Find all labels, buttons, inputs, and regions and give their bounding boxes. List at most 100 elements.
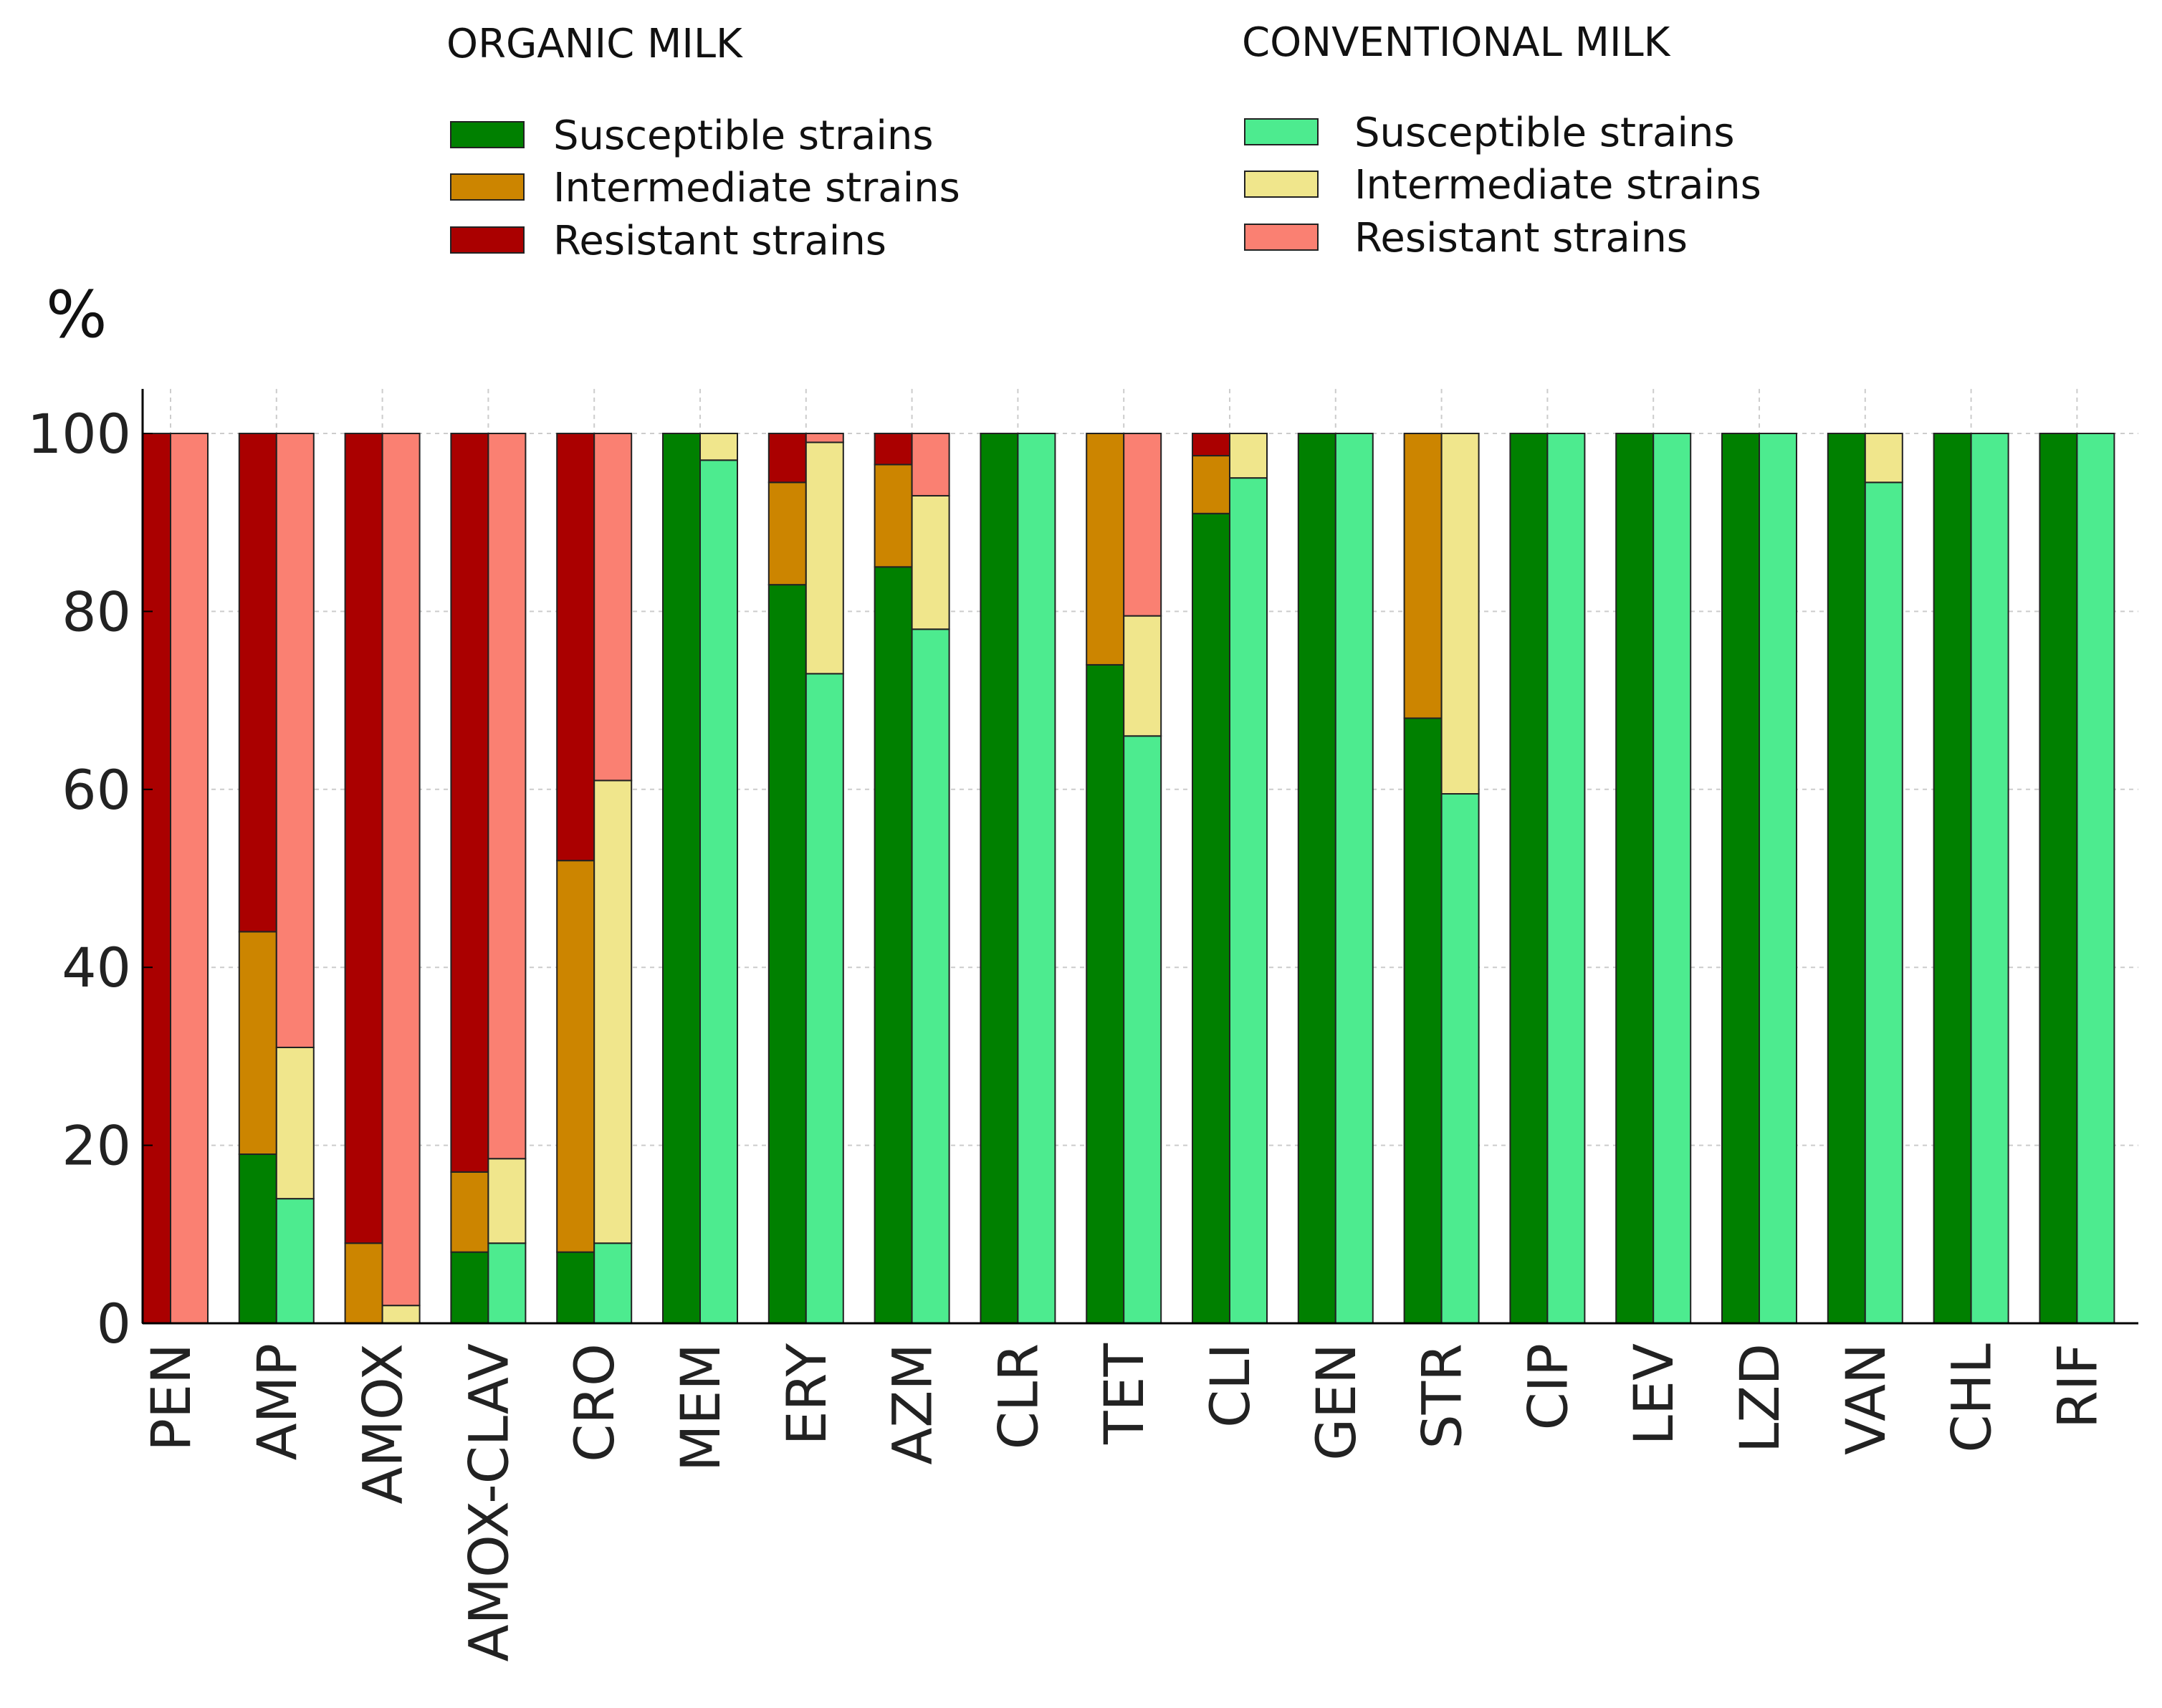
bar-cro-conventional-susceptible	[593, 1242, 633, 1324]
bar-amox-organic-resistant	[344, 433, 383, 1244]
bar-lzd-organic-susceptible	[1721, 433, 1760, 1324]
bar-tet-conventional-susceptible	[1123, 735, 1162, 1324]
bar-pen-organic-resistant	[142, 433, 171, 1324]
bar-cli-organic-resistant	[1192, 433, 1230, 457]
legend-swatch	[1244, 171, 1319, 198]
x-tick-label: GEN	[1304, 1343, 1368, 1461]
bar-amp-conventional-resistant	[275, 433, 315, 1048]
bar-ery-conventional-susceptible	[805, 673, 844, 1324]
legend-entry: Resistant strains	[1354, 215, 1688, 262]
y-tick-label: 60	[62, 758, 131, 822]
x-tick-label: AMOX-CLAV	[456, 1343, 520, 1662]
bars	[142, 433, 2115, 1325]
bar-ery-organic-resistant	[767, 433, 807, 484]
legend-title-organic: ORGANIC MILK	[446, 21, 743, 67]
x-tick-label: PEN	[139, 1343, 203, 1452]
bar-tet-organic-intermediate	[1086, 433, 1125, 666]
legend-entry: Susceptible strains	[1354, 110, 1735, 156]
y-axis-label: %	[46, 277, 107, 352]
bar-mem-conventional-intermediate	[699, 433, 738, 461]
bar-amox-clav-organic-susceptible	[450, 1251, 489, 1325]
x-tick-label: TET	[1092, 1343, 1156, 1444]
x-tick-label: STR	[1410, 1343, 1474, 1449]
bar-cro-organic-intermediate	[556, 860, 595, 1253]
x-tick-label: RIF	[2045, 1343, 2109, 1429]
bar-rif-conventional-susceptible	[2076, 433, 2115, 1324]
y-tick-label: 80	[62, 580, 131, 643]
bar-amox-clav-organic-intermediate	[450, 1171, 489, 1253]
y-tick-label: 0	[97, 1292, 131, 1356]
bar-amp-conventional-intermediate	[275, 1046, 315, 1200]
x-tick-label: ERY	[775, 1343, 838, 1445]
bar-azm-conventional-resistant	[911, 433, 950, 496]
bar-cro-conventional-intermediate	[593, 779, 633, 1244]
legend-swatch	[1244, 118, 1319, 145]
bar-ery-conventional-intermediate	[805, 441, 844, 675]
bar-str-organic-susceptible	[1403, 717, 1443, 1324]
bar-azm-organic-susceptible	[874, 566, 913, 1324]
bar-gen-organic-susceptible	[1297, 433, 1336, 1324]
bar-str-conventional-intermediate	[1440, 433, 1480, 795]
x-tick-label: CHL	[1940, 1343, 2004, 1453]
x-ticks: PEN AMP AMOX AMOX-CLAV CRO MEM ERY AZM CLR TET CLI…	[139, 1343, 2109, 1661]
bar-azm-conventional-susceptible	[911, 628, 950, 1324]
bar-amox-clav-conventional-intermediate	[487, 1158, 527, 1244]
bar-ery-conventional-resistant	[805, 433, 844, 443]
x-tick-label: CIP	[1516, 1343, 1579, 1430]
bar-amox-clav-organic-resistant	[450, 433, 489, 1173]
x-tick-label: LEV	[1622, 1343, 1685, 1445]
x-tick-label: AMP	[245, 1343, 309, 1460]
bar-azm-organic-intermediate	[874, 464, 913, 568]
bar-amp-organic-resistant	[238, 433, 277, 933]
y-tick-label: 40	[62, 936, 131, 999]
bar-azm-organic-resistant	[874, 433, 913, 466]
bar-cli-conventional-susceptible	[1229, 477, 1268, 1324]
bar-van-conventional-susceptible	[1864, 481, 1903, 1324]
bar-cli-conventional-intermediate	[1229, 433, 1268, 479]
bar-clr-organic-susceptible	[980, 433, 1019, 1324]
bar-tet-organic-susceptible	[1086, 663, 1125, 1324]
bar-chl-conventional-susceptible	[1970, 433, 2009, 1324]
y-tick-label: 100	[27, 402, 131, 466]
bar-amox-clav-conventional-susceptible	[487, 1242, 527, 1324]
legend-title-conventional: CONVENTIONAL MILK	[1242, 19, 1671, 66]
bar-lev-conventional-susceptible	[1652, 433, 1692, 1324]
bar-mem-conventional-susceptible	[699, 459, 738, 1324]
bar-rif-organic-susceptible	[2039, 433, 2078, 1324]
bar-ery-organic-intermediate	[767, 481, 807, 586]
bar-cro-organic-resistant	[556, 433, 595, 862]
bar-ery-organic-susceptible	[767, 584, 807, 1324]
x-tick-label: AMOX	[351, 1343, 415, 1505]
bar-amp-organic-intermediate	[238, 931, 277, 1156]
y-ticks: 0 20 40 60 80 100	[27, 402, 153, 1356]
x-tick-label: AZM	[881, 1343, 944, 1465]
legend-entry: Intermediate strains	[1354, 162, 1761, 208]
bar-amox-conventional-resistant	[381, 433, 421, 1307]
bar-amp-conventional-susceptible	[275, 1198, 315, 1324]
x-tick-label: MEM	[669, 1343, 732, 1472]
bar-lzd-conventional-susceptible	[1759, 433, 1797, 1324]
bar-tet-conventional-intermediate	[1123, 615, 1162, 737]
x-tick-label: LZD	[1728, 1343, 1792, 1453]
bar-cro-conventional-resistant	[593, 433, 633, 782]
bar-amox-conventional-intermediate	[381, 1305, 421, 1325]
x-tick-label: VAN	[1834, 1343, 1898, 1455]
bar-tet-conventional-resistant	[1123, 433, 1162, 617]
bar-azm-conventional-intermediate	[911, 494, 950, 630]
bar-van-organic-susceptible	[1827, 433, 1866, 1324]
bar-amox-clav-conventional-resistant	[487, 433, 527, 1160]
bar-van-conventional-intermediate	[1864, 433, 1903, 484]
legend-swatch	[450, 121, 525, 148]
x-tick-label: CLI	[1198, 1343, 1262, 1428]
x-tick-label: CRO	[563, 1343, 626, 1462]
x-tick-label: CLR	[986, 1343, 1050, 1449]
bar-cro-organic-susceptible	[556, 1251, 595, 1325]
y-tick-label: 20	[62, 1114, 131, 1178]
axes	[141, 388, 2138, 1325]
legend: ORGANIC MILK CONVENTIONAL MILK Susceptib…	[446, 19, 1761, 264]
bar-amp-organic-susceptible	[238, 1153, 277, 1325]
bar-clr-conventional-susceptible	[1017, 433, 1056, 1324]
legend-swatch	[450, 226, 525, 254]
bar-cli-organic-intermediate	[1192, 455, 1230, 514]
